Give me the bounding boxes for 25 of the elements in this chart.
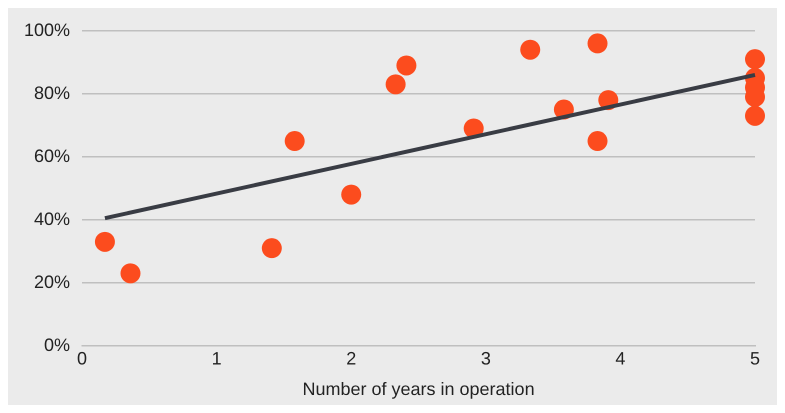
point (284, 131, 305, 152)
point (745, 49, 765, 70)
x-axis-title: Number of years in operation (302, 379, 535, 400)
point (386, 74, 406, 94)
y-tick-label: 80% (34, 82, 70, 103)
x-tick-label: 1 (212, 348, 222, 369)
point (745, 106, 765, 126)
point (396, 55, 416, 76)
point (341, 184, 362, 205)
point (94, 232, 115, 252)
x-tick-label: 0 (77, 348, 88, 369)
y-tick-label: 20% (34, 272, 70, 292)
point (120, 263, 140, 284)
y-tick-label: 60% (34, 146, 70, 166)
x-tick-label: 5 (750, 348, 760, 369)
point (588, 131, 608, 152)
x-tick-label: 4 (615, 348, 626, 369)
point (588, 33, 608, 54)
x-tick-label: 2 (346, 348, 356, 369)
y-tick-label: 100% (24, 20, 70, 40)
y-tick-label: 40% (34, 208, 70, 229)
point (520, 40, 540, 60)
x-tick-label: 3 (480, 348, 491, 369)
y-tick-label: 0% (44, 334, 70, 355)
point (262, 238, 282, 258)
